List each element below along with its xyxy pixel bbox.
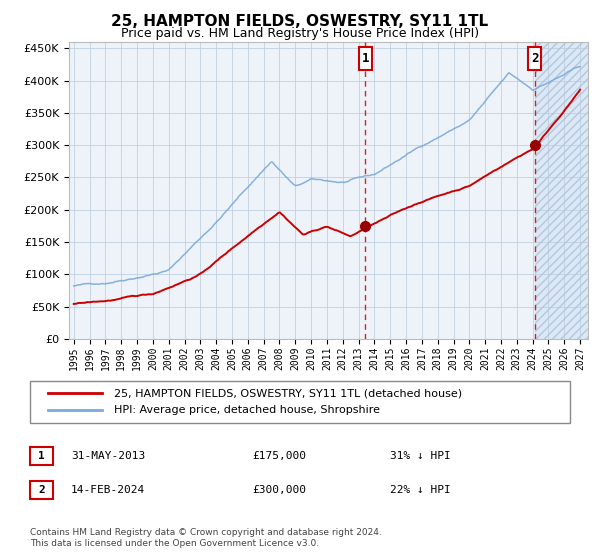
Text: 2: 2 [38, 485, 45, 495]
Text: 22% ↓ HPI: 22% ↓ HPI [390, 485, 451, 495]
Text: 31% ↓ HPI: 31% ↓ HPI [390, 451, 451, 461]
Text: £175,000: £175,000 [252, 451, 306, 461]
Bar [535, 42, 588, 339]
Text: HPI: Average price, detached house, Shropshire: HPI: Average price, detached house, Shro… [114, 405, 380, 415]
Text: 1: 1 [361, 52, 369, 64]
Text: Price paid vs. HM Land Registry's House Price Index (HPI): Price paid vs. HM Land Registry's House … [121, 27, 479, 40]
Text: 25, HAMPTON FIELDS, OSWESTRY, SY11 1TL: 25, HAMPTON FIELDS, OSWESTRY, SY11 1TL [112, 14, 488, 29]
Bar [528, 46, 541, 70]
Text: 1: 1 [38, 451, 45, 461]
Text: 25, HAMPTON FIELDS, OSWESTRY, SY11 1TL (detached house): 25, HAMPTON FIELDS, OSWESTRY, SY11 1TL (… [114, 389, 462, 398]
Bar [535, 42, 588, 339]
Bar [359, 46, 372, 70]
Text: 2: 2 [531, 52, 538, 64]
Text: 31-MAY-2013: 31-MAY-2013 [71, 451, 145, 461]
Text: 14-FEB-2024: 14-FEB-2024 [71, 485, 145, 495]
Text: Contains HM Land Registry data © Crown copyright and database right 2024.
This d: Contains HM Land Registry data © Crown c… [30, 528, 382, 548]
Text: £300,000: £300,000 [252, 485, 306, 495]
